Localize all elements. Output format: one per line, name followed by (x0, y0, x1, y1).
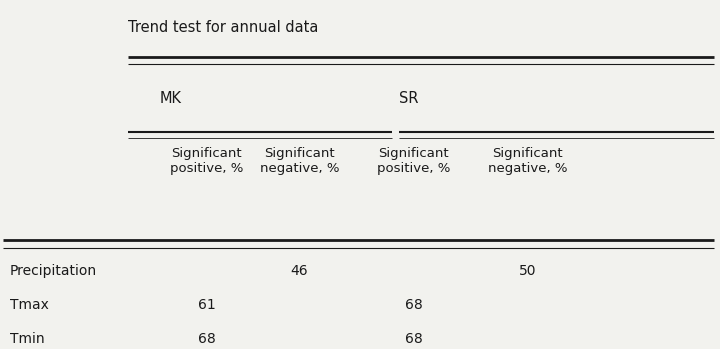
Text: 46: 46 (290, 264, 308, 278)
Text: Significant
negative, %: Significant negative, % (259, 147, 339, 175)
Text: Precipitation: Precipitation (10, 264, 97, 278)
Text: Significant
negative, %: Significant negative, % (488, 147, 567, 175)
Text: 68: 68 (405, 298, 423, 312)
Text: 50: 50 (519, 264, 536, 278)
Text: Significant
positive, %: Significant positive, % (170, 147, 243, 175)
Text: 68: 68 (405, 332, 423, 346)
Text: Tmin: Tmin (10, 332, 45, 346)
Text: SR: SR (400, 91, 419, 106)
Text: 61: 61 (197, 298, 215, 312)
Text: Trend test for annual data: Trend test for annual data (128, 20, 318, 35)
Text: 68: 68 (197, 332, 215, 346)
Text: Significant
positive, %: Significant positive, % (377, 147, 450, 175)
Text: Tmax: Tmax (10, 298, 49, 312)
Text: MK: MK (160, 91, 182, 106)
